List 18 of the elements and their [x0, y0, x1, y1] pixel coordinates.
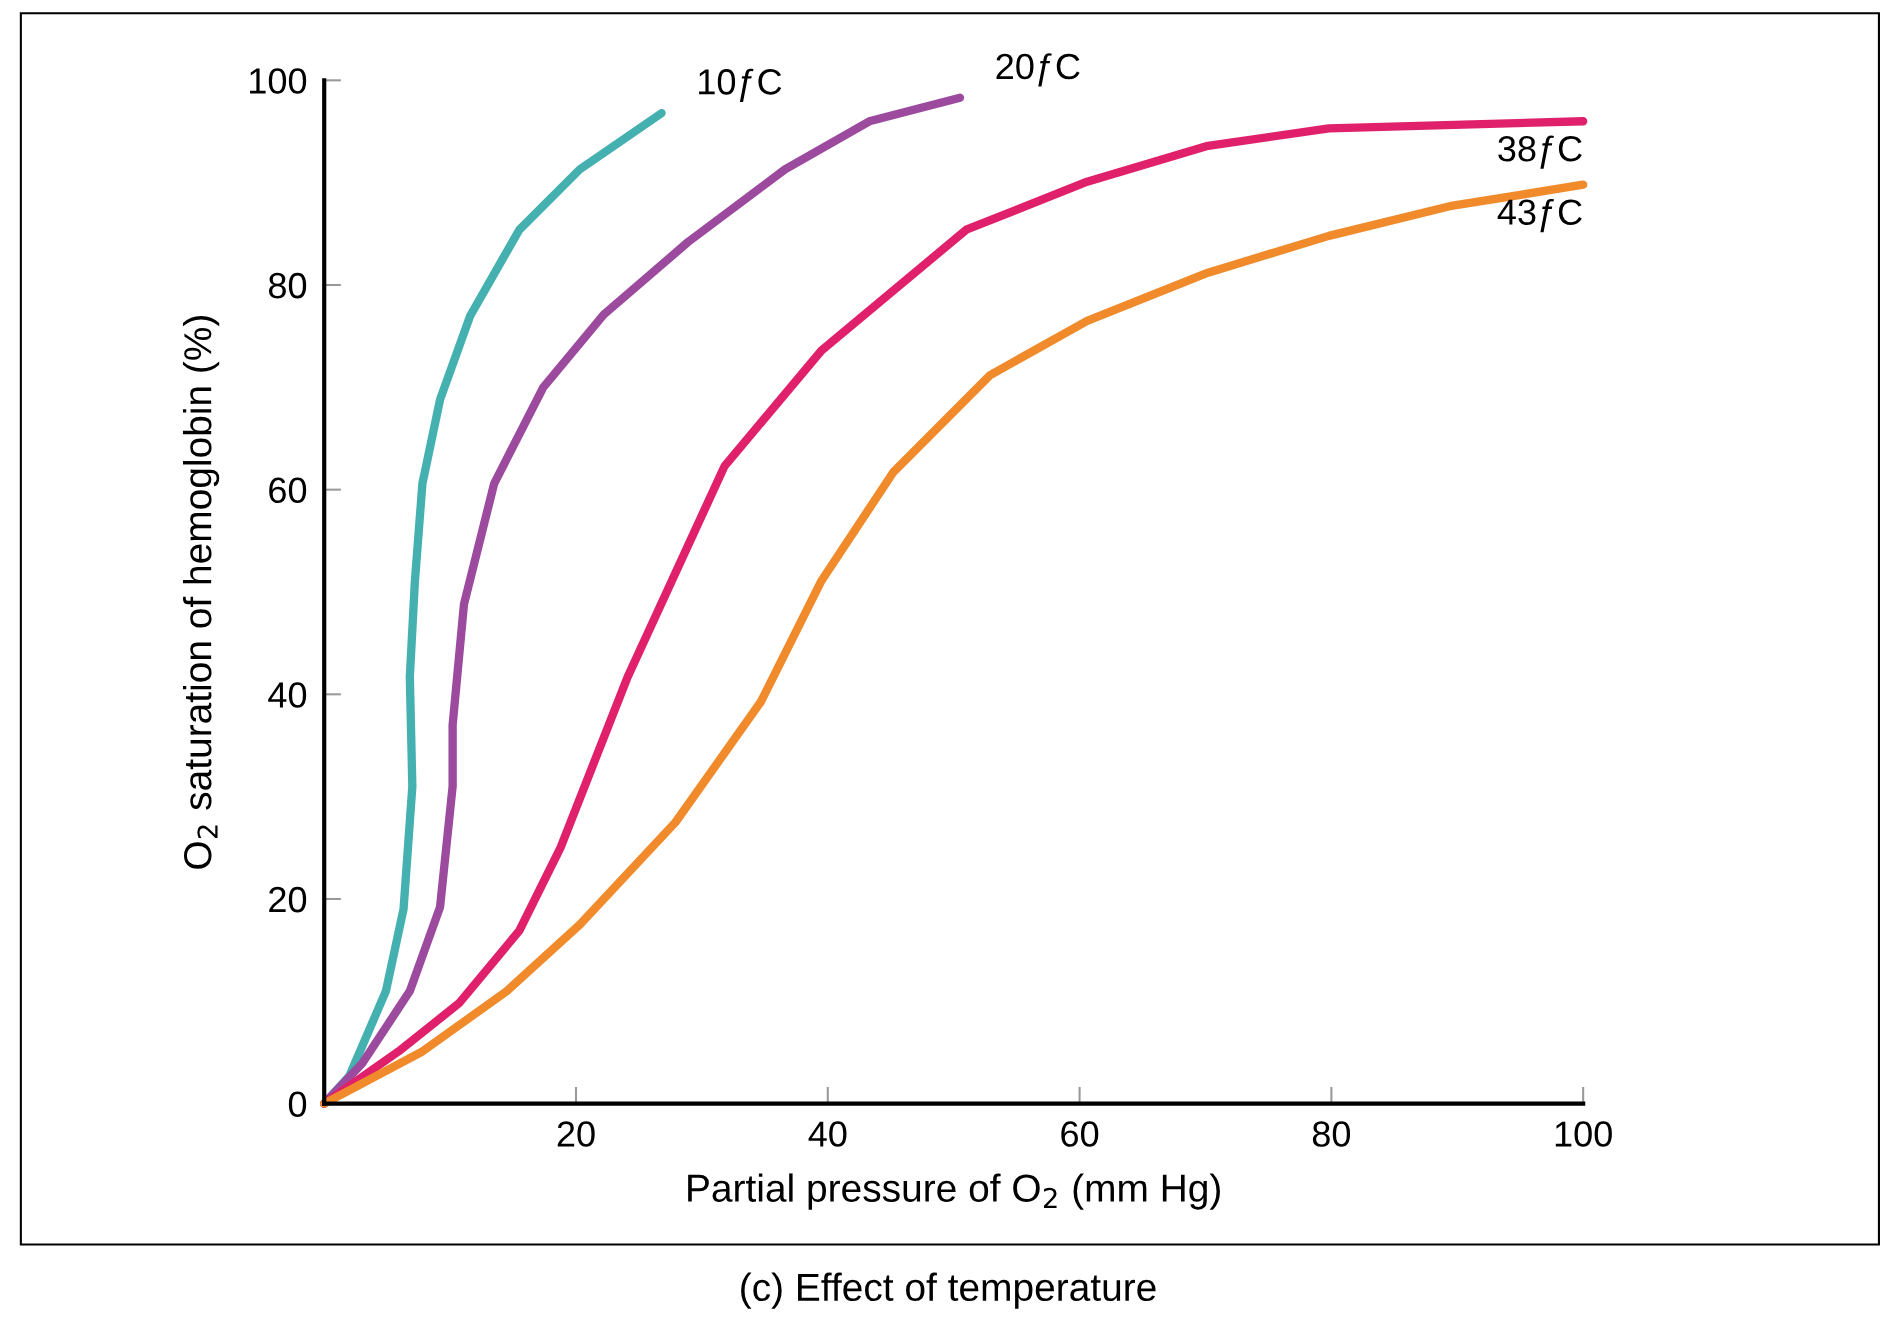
- x-axis-title: Partial pressure of O$_{2}$ (mm Hg): [688, 1173, 1220, 1210]
- y-tick-label: 0: [288, 1091, 307, 1118]
- y-tick-label: 40: [268, 682, 307, 708]
- series-label: 20ƒC: [996, 53, 1080, 87]
- y-tick-label: 100: [250, 68, 307, 94]
- y-axis-title: O$_{2}$ saturation of hemoglobin (%): [182, 316, 220, 869]
- x-tick-label: 60: [1061, 1121, 1099, 1147]
- text: (c) Effect of temperature: [741, 1272, 1156, 1309]
- y-tick-label: 60: [269, 477, 307, 504]
- x-tick-label: 20: [557, 1121, 595, 1147]
- series-label: 38ƒC: [1498, 135, 1582, 169]
- y-tick-label: 20: [269, 886, 307, 913]
- series-label: 43ƒC: [1497, 198, 1582, 233]
- y-tick-label: 80: [268, 272, 307, 299]
- series-label: 10ƒC: [699, 68, 782, 102]
- x-tick-label: 80: [1312, 1121, 1351, 1147]
- x-tick-label: 100: [1555, 1121, 1612, 1147]
- x-tick-label: 40: [808, 1121, 847, 1147]
